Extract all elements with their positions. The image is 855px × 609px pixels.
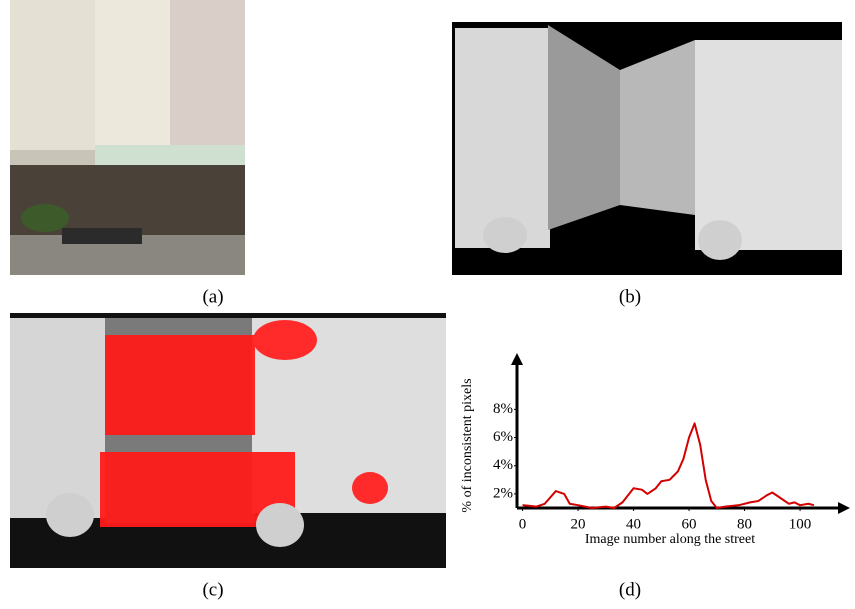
chart: 0 20 40 60 80 100 2% 4% 6% 8% Image number along t… — [460, 353, 850, 547]
photo-a — [10, 0, 245, 275]
render-b — [452, 22, 842, 275]
caption: (d) — [619, 579, 641, 600]
caption: (a) — [202, 286, 223, 307]
render-c — [10, 313, 446, 568]
y-axis-label: % of inconsistent pixels — [460, 378, 475, 512]
y-tick-label: 6% — [493, 429, 513, 445]
y-tick-label: 8% — [493, 401, 513, 417]
x-tick-label: 100 — [789, 516, 812, 532]
y-tick-label: 4% — [493, 457, 513, 473]
y-axis-arrow — [511, 353, 523, 365]
x-tick-label: 0 — [519, 516, 527, 532]
figure: (a) (b) (c) (d) 0 20 40 60 80 100 2% 4% 6% 8% Imag… — [0, 0, 855, 609]
caption: (c) — [202, 579, 223, 600]
x-tick-label: 40 — [626, 516, 641, 532]
data-line — [523, 423, 814, 508]
x-axis-arrow — [838, 502, 850, 514]
x-tick-label: 20 — [571, 516, 586, 532]
y-tick-label: 2% — [493, 485, 513, 501]
x-tick-label: 60 — [682, 516, 697, 532]
caption: (b) — [619, 286, 641, 307]
x-axis-label: Image number along the street — [585, 532, 755, 547]
x-tick-label: 80 — [737, 516, 752, 532]
